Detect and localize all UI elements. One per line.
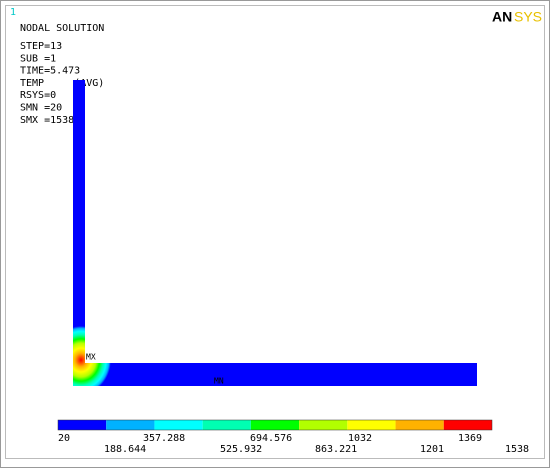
info-line: STEP=13: [20, 41, 62, 52]
info-line: RSYS=0: [20, 90, 56, 101]
legend-swatch: [443, 420, 492, 430]
info-line: SUB =1: [20, 53, 56, 64]
legend-swatch: [299, 420, 348, 430]
legend-label: 1201: [420, 444, 444, 455]
legend-border: [57, 419, 493, 431]
legend-swatch: [395, 420, 444, 430]
info-line: SMN =20: [20, 103, 62, 114]
legend-swatch: [154, 420, 203, 430]
legend-label: 694.576: [250, 433, 292, 444]
legend-swatch: [58, 420, 107, 430]
legend-label: 20: [58, 433, 70, 444]
plot-title: NODAL SOLUTION: [20, 23, 104, 34]
legend-swatch: [347, 420, 396, 430]
legend-label: 1032: [348, 433, 372, 444]
legend-swatch: [106, 420, 155, 430]
legend-label: 1538: [505, 444, 529, 455]
viewport: [5, 5, 545, 459]
legend-swatch: [202, 420, 251, 430]
info-line: TEMP (AVG): [20, 78, 104, 89]
legend-label: 863.221: [315, 444, 357, 455]
legend-label: 1369: [458, 433, 482, 444]
legend-label: 525.932: [220, 444, 262, 455]
info-line: SMX =1538: [20, 115, 74, 126]
info-line: TIME=5.473: [20, 66, 80, 77]
legend-swatch: [250, 420, 300, 430]
logo-an: AN: [492, 9, 512, 25]
legend-label: 188.644: [104, 444, 146, 455]
window-number: 1: [10, 7, 16, 18]
max-marker: MX: [86, 353, 96, 362]
min-marker: MN: [214, 377, 224, 386]
logo-sys: SYS: [514, 9, 542, 25]
legend-label: 357.288: [143, 433, 185, 444]
